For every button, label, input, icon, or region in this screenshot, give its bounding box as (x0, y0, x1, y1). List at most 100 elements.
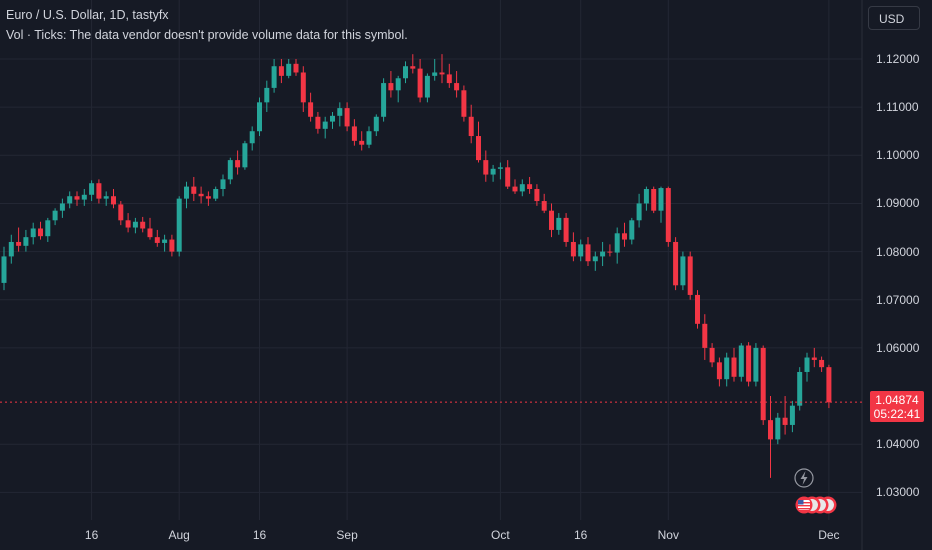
lightning-event-icon[interactable] (794, 468, 814, 488)
candle-body (351, 126, 357, 141)
candle-body (680, 256, 686, 286)
candle (147, 217, 153, 240)
candle (264, 80, 270, 112)
candle-body (140, 221, 146, 229)
candle-body (366, 131, 372, 145)
candle-body (658, 188, 664, 211)
candle (461, 85, 467, 122)
candle (417, 59, 423, 103)
candles-layer (1, 54, 832, 478)
candle-body (468, 116, 474, 137)
candle-body (395, 78, 401, 91)
candle (563, 213, 569, 247)
candle-body (826, 367, 832, 403)
candle (315, 111, 321, 134)
candle-body (184, 186, 189, 199)
candle-body (819, 359, 825, 368)
candle (556, 213, 562, 235)
candle (519, 179, 525, 197)
candle (665, 186, 671, 247)
candle-body (286, 63, 292, 76)
candle-body (147, 228, 153, 238)
candle (132, 217, 138, 234)
candle-body (373, 116, 379, 132)
candle-body (381, 83, 387, 117)
candle-body (103, 196, 109, 199)
candle-body (432, 72, 438, 76)
last-price-value: 1.04874 (875, 393, 919, 407)
candle (716, 357, 722, 387)
candle-body (403, 66, 408, 79)
candle-body (337, 108, 343, 116)
price-tick-label: 1.10000 (876, 148, 920, 163)
candle (775, 412, 781, 445)
candle (220, 174, 226, 197)
candle-body (315, 116, 321, 129)
candle (176, 196, 182, 257)
candle (534, 184, 540, 206)
candle (271, 59, 277, 93)
candle (381, 78, 387, 122)
candle-body (74, 196, 80, 200)
candle (154, 229, 160, 247)
candle (293, 59, 299, 76)
candle (476, 121, 481, 163)
candle-body (410, 66, 416, 69)
candle (388, 71, 394, 98)
price-tick-label: 1.04000 (876, 437, 920, 452)
candle (687, 251, 693, 300)
candle (198, 186, 204, 204)
candle (549, 203, 554, 238)
candle (278, 59, 284, 84)
price-tick-label: 1.06000 (876, 340, 920, 355)
time-tick-label: Nov (657, 528, 679, 542)
candle (67, 191, 73, 209)
candle (570, 232, 576, 262)
candle-body (30, 228, 36, 238)
candle-body (673, 241, 679, 286)
us-flag-icon[interactable] (795, 496, 837, 514)
candle (8, 234, 14, 264)
candle-body (439, 72, 445, 75)
candle-body (235, 160, 241, 168)
candle-body (519, 184, 525, 192)
candle (695, 290, 700, 329)
candle-body (797, 371, 803, 406)
symbol-legend-title[interactable]: Euro / U.S. Dollar, 1D, tastyfx (6, 8, 169, 22)
candle (468, 104, 474, 144)
candle-body (176, 198, 182, 252)
candle (395, 75, 401, 103)
candle (753, 343, 759, 387)
candle-body (16, 241, 22, 246)
candle (702, 314, 708, 360)
candle (74, 191, 80, 206)
candle-body (344, 108, 350, 127)
candle (673, 237, 679, 291)
candle (446, 63, 452, 88)
candle-body (505, 167, 511, 187)
candle-body (388, 83, 394, 91)
candle-body (461, 90, 467, 117)
candle-body (585, 244, 591, 262)
candle (592, 251, 598, 271)
candle-body (249, 131, 255, 144)
price-tick-label: 1.09000 (876, 196, 920, 211)
currency-button[interactable]: USD (868, 6, 920, 30)
candle (490, 164, 496, 182)
candle-body (359, 140, 365, 145)
candle (140, 216, 146, 233)
candle-body (300, 72, 306, 103)
candle-body (205, 196, 211, 199)
candle-body (651, 189, 657, 211)
candle (227, 157, 233, 185)
candle-body (45, 220, 51, 237)
candle-body (607, 251, 613, 253)
candle (636, 193, 642, 228)
candle (344, 102, 350, 132)
time-tick-label: 16 (574, 528, 588, 542)
price-tick-label: 1.11000 (876, 100, 919, 115)
candle (403, 61, 408, 84)
candle (103, 191, 109, 206)
candle-body (162, 239, 168, 243)
